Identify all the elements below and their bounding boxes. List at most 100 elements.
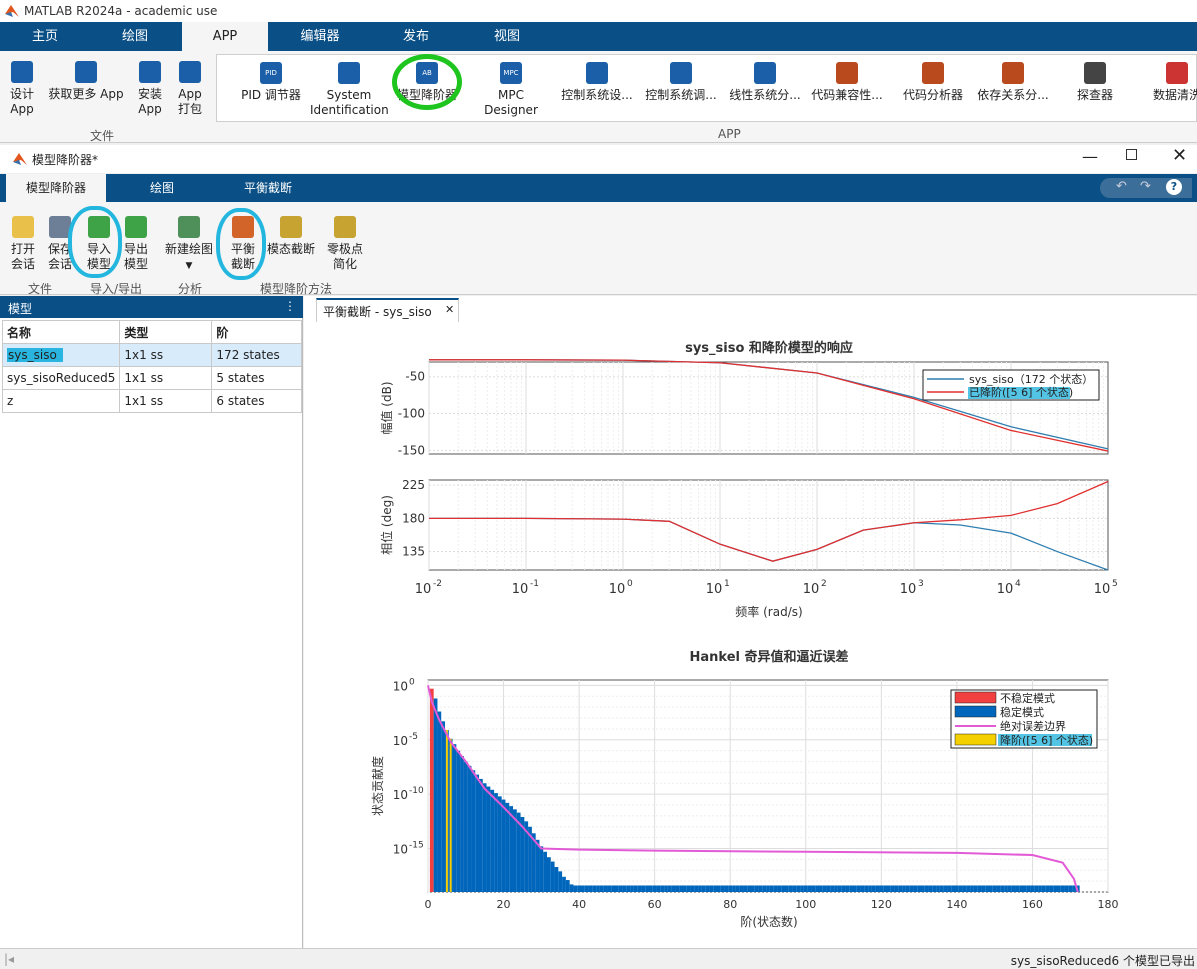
hankel-bar [939, 885, 944, 892]
new-plot-label: 新建绘图 [164, 242, 213, 256]
redo-icon[interactable]: ↷ [1140, 179, 1151, 194]
reducer-ribbon: 打开 会话 保存 会话 文件 导入 模型 导出 模型 导入/导出 新建绘图 ▼ 分析 平衡… [0, 202, 1197, 296]
tab-balanced-truncation[interactable]: 平衡截断 [243, 181, 292, 195]
col-order[interactable]: 阶 [211, 320, 302, 344]
minimize-button[interactable]: — [1082, 147, 1098, 166]
app-button[interactable]: 控制系统设... [558, 62, 636, 103]
hankel-bar [645, 885, 649, 892]
tab-model-reducer[interactable]: 模型降阶器 [6, 174, 106, 202]
table-row[interactable]: z 1x1 ss 6 states [1, 389, 302, 413]
close-button[interactable]: ✕ [1172, 145, 1188, 166]
tab-plots[interactable]: 绘图 [149, 181, 174, 195]
app-gallery [216, 54, 1197, 122]
hankel-bar [1026, 885, 1031, 892]
close-tab-icon[interactable]: ✕ [445, 303, 455, 316]
pole-zero-simplify-button[interactable]: 零极点 简化 [322, 216, 368, 272]
modal-truncation-button[interactable]: 模态截断 [264, 216, 318, 257]
tab-plots[interactable]: 绘图 [121, 29, 148, 44]
app-button[interactable]: 探查器 [1056, 62, 1134, 103]
app-icon [338, 62, 360, 84]
app-button[interactable]: MPC MPC Designer [472, 62, 550, 118]
app-button[interactable]: 数据清洗 [1138, 62, 1197, 103]
app-button[interactable]: 线性系统分... [726, 62, 804, 103]
app-label: 线性系统分... [729, 88, 801, 102]
hankel-bar [565, 880, 570, 892]
x-tick-label: 40 [572, 898, 586, 911]
package-icon [179, 61, 201, 83]
undo-icon[interactable]: ↶ [1116, 179, 1127, 194]
io-section-label: 导入/导出 [90, 282, 143, 296]
status-scroll-icon[interactable]: |◂ [4, 952, 15, 966]
app-button[interactable]: System Identification [310, 62, 389, 118]
hankel-bar [490, 789, 495, 892]
hankel-bar [762, 885, 767, 892]
hankel-bar [751, 885, 755, 892]
hankel-bar [834, 885, 838, 892]
app-label: 代码兼容性... [811, 88, 883, 102]
y-tick-exponent: -15 [409, 841, 424, 851]
hankel-bar [486, 786, 491, 892]
hankel-bar [547, 857, 551, 892]
app-button[interactable]: 代码兼容性... [808, 62, 886, 103]
hankel-bar [962, 885, 967, 892]
hankel-bar [841, 885, 846, 892]
save-session-button[interactable]: 保存 会话 [42, 216, 78, 272]
tab-view[interactable]: 视图 [493, 29, 520, 44]
hankel-bar [796, 885, 801, 892]
app-label-2: Identification [310, 103, 389, 117]
tab-apps[interactable]: APP [182, 22, 268, 51]
hankel-bar [630, 885, 634, 892]
package-app-button[interactable]: App 打包 [172, 61, 208, 117]
design-app-button[interactable]: 设计 App [2, 61, 42, 117]
hankel-bar [618, 885, 623, 892]
help-icon[interactable]: ? [1166, 179, 1182, 195]
x-tick-exponent: 5 [1112, 579, 1118, 589]
x-tick-exponent: -2 [433, 579, 442, 589]
hankel-bar [781, 885, 785, 892]
open-session-button[interactable]: 打开 会话 [4, 216, 42, 272]
app-icon [1166, 62, 1188, 84]
col-name[interactable]: 名称 [1, 320, 121, 344]
panel-menu-icon[interactable]: ⋮ [284, 299, 296, 313]
hankel-bar [471, 770, 476, 892]
save-session-label1: 保存 [47, 242, 72, 256]
app-label: MPC Designer [484, 88, 538, 117]
hankel-bar [698, 885, 702, 892]
models-panel-title: 模型 [8, 302, 33, 316]
hankel-bar [535, 839, 540, 892]
export-model-button[interactable]: 导出 模型 [118, 216, 154, 272]
hankel-bar [849, 885, 853, 892]
hankel-bar [732, 885, 736, 892]
tab-home[interactable]: 主页 [31, 29, 58, 44]
table-row[interactable]: sys_sisoReduced5 1x1 ss 5 states [1, 366, 302, 390]
doc-tab-balanced-truncation[interactable]: 平衡截断 - sys_siso ✕ [316, 298, 459, 322]
x-tick-label: 10 [803, 582, 820, 597]
tab-editor[interactable]: 编辑器 [300, 29, 340, 44]
y-tick-label: 180 [402, 511, 425, 525]
hankel-bar [588, 885, 593, 892]
reducer-window-title: 模型降阶器* [32, 153, 99, 167]
table-row[interactable]: sys_siso 1x1 ss 172 states [1, 343, 302, 367]
y-tick-label: 10 [393, 788, 408, 802]
hankel-bar [475, 774, 479, 892]
app-icon [754, 62, 776, 84]
hankel-bar [1038, 885, 1042, 892]
maximize-button[interactable] [1126, 149, 1137, 160]
hankel-bar [973, 885, 978, 892]
tab-publish[interactable]: 发布 [402, 29, 429, 44]
app-button[interactable]: 控制系统调... [642, 62, 720, 103]
hankel-bar [1007, 885, 1012, 892]
hankel-bar [754, 885, 759, 892]
x-tick-label: 10 [706, 582, 723, 597]
hankel-bar [581, 885, 585, 892]
install-app-button[interactable]: 安装 App [132, 61, 168, 117]
col-type[interactable]: 类型 [119, 320, 213, 344]
hankel-bar [543, 851, 547, 892]
app-button[interactable]: PID PID 调节器 [232, 62, 310, 103]
new-plot-button[interactable]: 新建绘图 ▼ [160, 216, 218, 274]
save-icon [49, 216, 71, 238]
legend-label: 稳定模式 [1000, 705, 1044, 719]
app-button[interactable]: 代码分析器 [894, 62, 972, 103]
app-button[interactable]: 依存关系分... [974, 62, 1052, 103]
get-more-apps-button[interactable]: 获取更多 App [44, 61, 128, 102]
